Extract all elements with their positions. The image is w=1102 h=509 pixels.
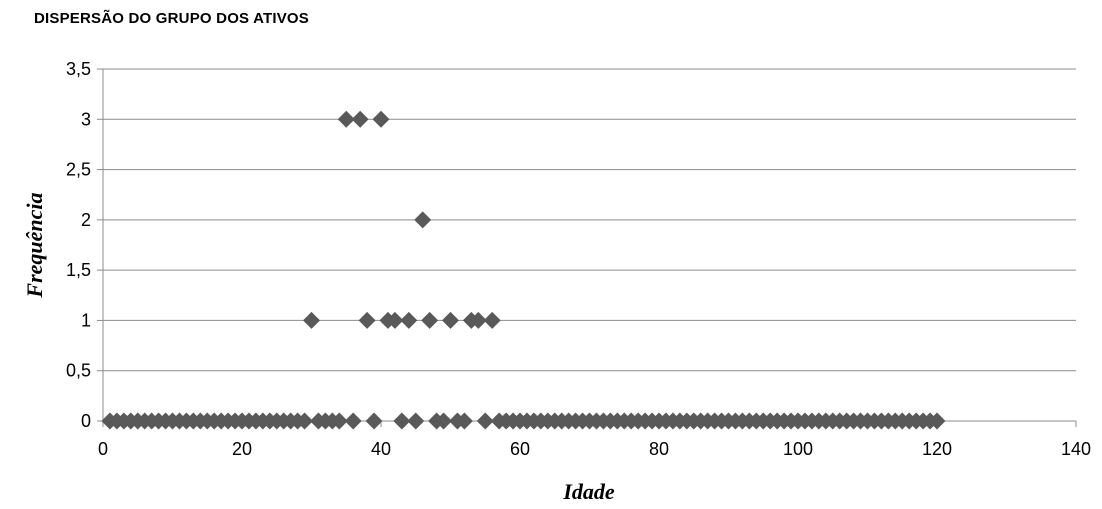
y-tick-labels: 0 0,5 1 1,5 2 2,5 3 3,5 bbox=[66, 59, 91, 431]
data-point bbox=[455, 412, 473, 430]
y-tick-label: 0 bbox=[81, 411, 91, 431]
y-tick-label: 3 bbox=[81, 109, 91, 129]
data-point bbox=[421, 311, 439, 329]
data-point bbox=[400, 311, 418, 329]
x-tick-label: 120 bbox=[922, 439, 952, 459]
data-point bbox=[344, 412, 362, 430]
y-axis-title: Frequência bbox=[22, 192, 47, 298]
data-point bbox=[372, 110, 390, 128]
data-point bbox=[358, 311, 376, 329]
x-tick-label: 60 bbox=[510, 439, 530, 459]
chart-title: DISPERSÃO DO GRUPO DOS ATIVOS bbox=[34, 10, 310, 27]
data-point bbox=[435, 412, 453, 430]
data-point bbox=[296, 412, 314, 430]
axes bbox=[97, 68, 1077, 427]
data-points bbox=[101, 110, 946, 430]
x-tick-labels: 0 20 40 60 80 100 120 140 bbox=[98, 439, 1091, 459]
x-tick-label: 40 bbox=[371, 439, 391, 459]
data-point bbox=[351, 110, 369, 128]
x-axis-title: Idade bbox=[562, 479, 615, 504]
x-tick-label: 0 bbox=[98, 439, 108, 459]
x-tick-label: 80 bbox=[649, 439, 669, 459]
data-point bbox=[928, 412, 946, 430]
data-point bbox=[414, 211, 432, 229]
y-tick-label: 1 bbox=[81, 310, 91, 330]
data-point bbox=[442, 311, 459, 329]
data-point bbox=[407, 412, 425, 430]
y-tick-label: 1,5 bbox=[66, 260, 91, 280]
y-tick-label: 2,5 bbox=[66, 160, 91, 180]
data-point bbox=[483, 311, 501, 329]
data-point bbox=[337, 110, 355, 128]
data-point bbox=[330, 412, 348, 430]
y-tick-label: 2 bbox=[81, 210, 91, 230]
data-point bbox=[365, 412, 383, 430]
data-point bbox=[393, 412, 411, 430]
data-point bbox=[469, 311, 487, 329]
gridlines bbox=[103, 68, 1076, 372]
x-tick-label: 20 bbox=[232, 439, 252, 459]
data-point bbox=[386, 311, 404, 329]
y-tick-label: 0,5 bbox=[66, 361, 91, 381]
y-tick-label: 3,5 bbox=[66, 59, 91, 79]
data-point bbox=[476, 412, 494, 430]
x-tick-label: 140 bbox=[1061, 439, 1091, 459]
x-tick-label: 100 bbox=[783, 439, 813, 459]
data-point bbox=[303, 311, 320, 329]
